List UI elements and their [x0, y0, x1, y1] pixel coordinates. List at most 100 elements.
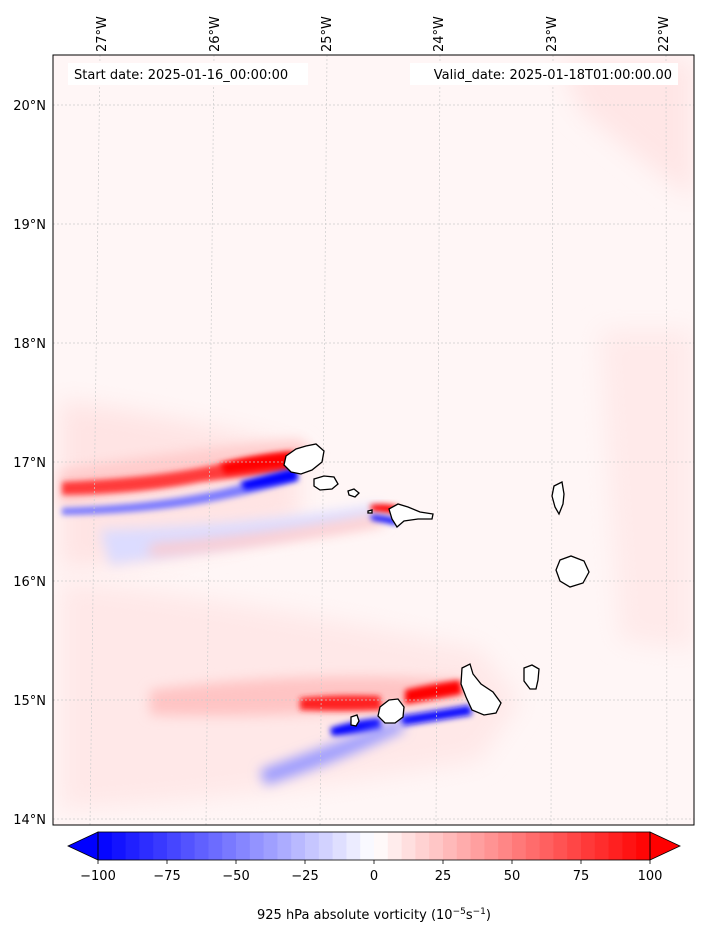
- colorbar-level: [401, 832, 416, 860]
- colorbar-level: [553, 832, 568, 860]
- island-brava: [350, 714, 360, 727]
- valid-date-label: Valid_date: 2025-01-18T01:00:00.00: [434, 68, 672, 83]
- colorbar-level: [594, 832, 610, 860]
- gridline-lon-27: [89, 55, 101, 825]
- colorbar-level: [429, 832, 444, 860]
- gridline-lon-22: [665, 55, 668, 825]
- gridline-lon-25: [319, 55, 328, 825]
- colorbar-level: [153, 832, 168, 860]
- south-wake-light-blue: [260, 720, 405, 785]
- colorbar-level: [387, 832, 403, 860]
- lat-label: 16°N: [13, 575, 46, 590]
- start-date-label: Start date: 2025-01-16_00:00:00: [74, 68, 288, 83]
- island-sao-nicolau: [388, 503, 434, 528]
- colorbar-tick-label: −25: [291, 869, 318, 884]
- colorbar-level: [346, 832, 361, 860]
- lat-label: 15°N: [13, 694, 46, 709]
- lon-label: 24°W: [432, 16, 447, 52]
- colorbar-level: [567, 832, 582, 860]
- colorbar-level: [194, 832, 209, 860]
- south-wake-red-left: [300, 695, 382, 711]
- colorbar: −100 −75 −50 −25 0 25 50 75 100 925 hPa absolute…: [67, 831, 681, 923]
- colorbar-level: [277, 832, 292, 860]
- sal-wake-blue: [370, 515, 398, 525]
- colorbar-tick-label: 75: [573, 869, 590, 884]
- colorbar-level: [456, 832, 472, 860]
- map-frame: [52, 54, 695, 826]
- colorbar-level: [498, 832, 513, 860]
- south-wake-blue-right: [400, 705, 472, 726]
- colorbar-level: [415, 832, 430, 860]
- island-fogo: [377, 698, 405, 724]
- gridlines: [53, 55, 694, 825]
- colorbar-level: [305, 832, 320, 860]
- vorticity-field: [53, 55, 694, 825]
- north-wake-secondary-pink: [150, 515, 385, 555]
- colorbar-level: [167, 832, 182, 860]
- colorbar-level: [332, 832, 347, 860]
- colorbar-extend-low: [67, 831, 99, 861]
- north-wake-red-core: [220, 452, 296, 474]
- colorbar-level: [236, 832, 251, 860]
- lon-label: 23°W: [545, 16, 560, 52]
- lat-label: 18°N: [13, 337, 46, 352]
- gridline-lon-26: [205, 55, 215, 825]
- colorbar-ticks: −100 −75 −50 −25 0 25 50 75 100: [80, 860, 662, 884]
- colorbar-level: [125, 832, 140, 860]
- light-positive-region-e: [600, 330, 694, 650]
- colorbar-level: [484, 832, 499, 860]
- colorbar-level: [249, 832, 265, 860]
- longitude-labels: 27°W 26°W 25°W 24°W 23°W 22°W: [95, 16, 672, 52]
- north-wake-blue-band: [62, 470, 298, 515]
- colorbar-level: [139, 832, 154, 860]
- colorbar-label: 925 hPa absolute vorticity (10−5s−1): [257, 907, 491, 923]
- lat-label: 20°N: [13, 99, 46, 114]
- colorbar-level: [291, 832, 306, 860]
- gridline-lon-24: [435, 55, 441, 825]
- island-maio: [523, 664, 540, 690]
- colorbar-level: [581, 832, 596, 860]
- coastlines: [283, 443, 590, 727]
- island-santiago: [460, 663, 502, 716]
- colorbar-level: [539, 832, 554, 860]
- colorbar-level: [111, 832, 127, 860]
- colorbar-extend-high: [649, 831, 681, 861]
- lat-label: 19°N: [13, 218, 46, 233]
- colorbar-level: [470, 832, 485, 860]
- colorbar-tick-label: 100: [638, 869, 663, 884]
- colorbar-tick-label: −100: [80, 869, 116, 884]
- colorbar-level: [608, 832, 623, 860]
- colorbar-level: [263, 832, 278, 860]
- lon-label: 27°W: [95, 16, 110, 52]
- colorbar-level: [180, 832, 196, 860]
- lon-label: 25°W: [320, 16, 335, 52]
- island-santo-antao: [283, 443, 325, 475]
- colorbar-level: [318, 832, 334, 860]
- colorbar-level: [525, 832, 541, 860]
- colorbar-level: [512, 832, 527, 860]
- colorbar-level: [374, 832, 389, 860]
- colorbar-tick-label: 0: [370, 869, 378, 884]
- colorbar-blocks: [98, 832, 651, 860]
- colorbar-level: [222, 832, 237, 860]
- colorbar-level: [208, 832, 223, 860]
- start-date-box: [68, 63, 308, 85]
- colorbar-level: [360, 832, 375, 860]
- valid-date-box: [410, 63, 678, 85]
- island-sal: [551, 481, 565, 516]
- colorbar-tick-label: 50: [504, 869, 521, 884]
- lat-label: 14°N: [13, 813, 46, 828]
- island-branco: [367, 509, 373, 514]
- colorbar-tick-label: −75: [153, 869, 180, 884]
- north-wake-blue-core: [240, 468, 298, 490]
- colorbar-level: [636, 832, 651, 860]
- light-positive-region-ne: [560, 60, 694, 200]
- latitude-labels: 20°N 19°N 18°N 17°N 16°N 15°N 14°N: [13, 99, 46, 828]
- lon-label: 22°W: [657, 16, 672, 52]
- colorbar-level: [443, 832, 458, 860]
- colorbar-tick-label: −50: [222, 869, 249, 884]
- island-boa-vista: [555, 555, 590, 588]
- south-wake-red-right: [405, 680, 462, 704]
- island-santa-luzia: [347, 488, 360, 498]
